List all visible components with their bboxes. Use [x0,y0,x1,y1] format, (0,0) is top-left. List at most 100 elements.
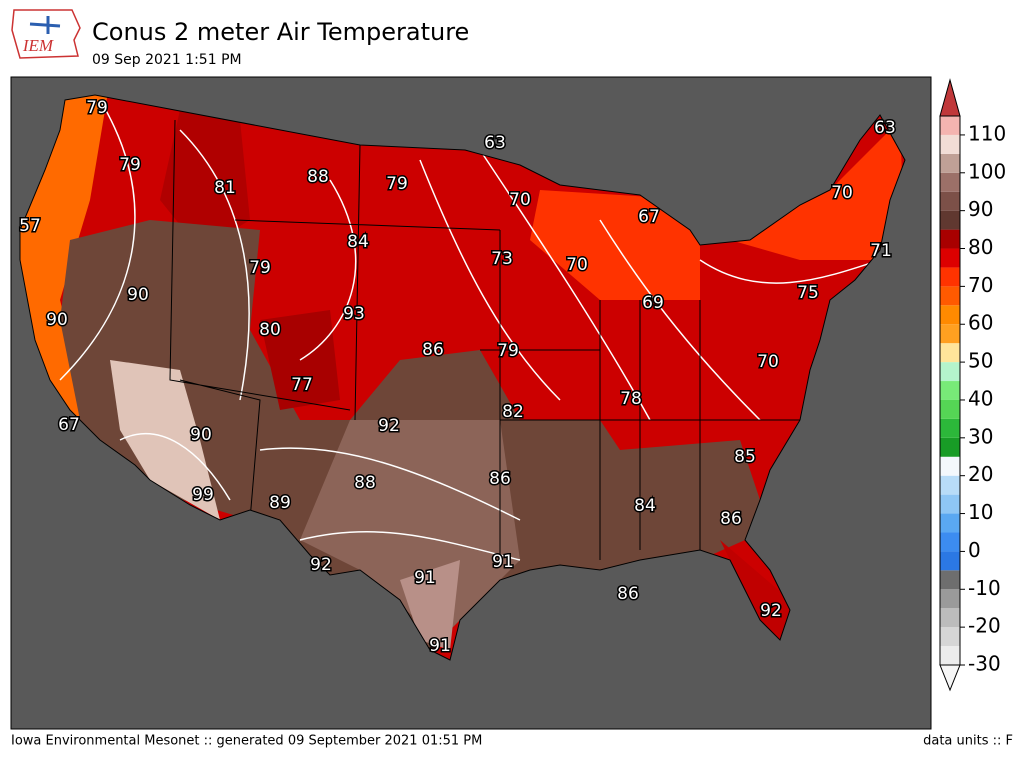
colorbar-tick-label: -20 [968,614,1001,638]
colorbar-tick-label: 60 [968,311,993,335]
subtitle: 09 Sep 2021 1:51 PM [92,52,242,68]
contour-label: 90 [127,285,149,305]
contour-label: 79 [497,341,519,361]
contour-label: 67 [638,207,660,227]
contour-label: 79 [119,155,141,175]
contour-label: 86 [422,340,444,360]
contour-label: 70 [831,183,853,203]
contour-label: 90 [190,425,212,445]
contour-label: 91 [429,636,451,656]
contour-label: 69 [642,293,664,313]
colorbar-bin [940,456,960,476]
contour-label: 90 [46,310,68,330]
colorbar-bin [940,418,960,438]
colorbar-tick-label: 90 [968,197,993,221]
colorbar-bin [940,267,960,287]
contour-label: 84 [347,232,369,252]
colorbar-bin [940,646,960,665]
contour-label: 63 [874,118,896,138]
colorbar-bin [940,324,960,344]
contour-label: 70 [757,352,779,372]
contour-label: 80 [259,320,281,340]
colorbar-bin [940,134,960,154]
colorbar-bin [940,153,960,173]
colorbar-bin [940,248,960,268]
contour-label: 85 [734,447,756,467]
title: Conus 2 meter Air Temperature [92,18,469,46]
colorbar-bin [940,551,960,571]
colorbar-tick-label: 50 [968,349,993,373]
contour-label: 92 [760,601,782,621]
colorbar-tick-label: 30 [968,424,993,448]
logo: IEM [11,9,81,59]
contour-label: 92 [378,416,400,436]
colorbar-over [939,78,961,117]
colorbar-bin [940,210,960,230]
contour-labels: 79 79 81 88 79 63 63 70 67 70 57 84 79 73 70 71 90 93 69 75… [18,97,898,658]
contour-label: 93 [343,304,365,324]
colorbar-bin [940,381,960,400]
contour-label: 91 [414,568,436,588]
contour-label: 89 [269,493,291,513]
contour-label: 78 [620,389,642,409]
contour-label: 91 [492,552,514,572]
contour-label: 70 [509,190,531,210]
colorbar-bin [940,362,960,382]
contour-label: 73 [491,249,513,269]
colorbar-tick-label: 70 [968,273,993,297]
contour-label: 77 [291,375,313,395]
colorbar-bin [940,627,960,647]
colorbar-bin [940,229,960,249]
contour-label: 67 [58,415,80,435]
contour-label: 81 [214,178,236,198]
contour-label: 71 [870,241,892,261]
colorbar-bin [940,608,960,628]
logo-text: IEM [22,36,54,55]
contour-label: 75 [797,283,819,303]
colorbar-bin [940,437,960,457]
contour-label: 88 [354,473,376,493]
colorbar-bin [940,172,960,192]
contour-label: 63 [484,133,506,153]
contour-label: 79 [386,174,408,194]
contour-label: 92 [310,555,332,575]
colorbar-tick-label: -10 [968,576,1001,600]
colorbar-tick-label: -30 [968,652,1001,676]
colorbar-bin [940,494,960,514]
colorbar-tick-label: 20 [968,462,993,486]
contour-label: 88 [307,167,329,187]
colorbar-tick-label: 80 [968,235,993,259]
colorbar-bin [940,191,960,211]
colorbar-tick-label: 10 [968,500,993,524]
footer-right: data units :: F [923,734,1013,749]
map [10,76,932,730]
colorbar-tick-label: 110 [968,121,1006,145]
colorbar-bin [940,116,960,135]
footer-left: Iowa Environmental Mesonet :: generated … [11,734,482,749]
contour-label: 79 [86,98,108,118]
colorbar-under [939,664,961,692]
colorbar-tick-label: 40 [968,386,993,410]
contour-label: 70 [566,255,588,275]
colorbar-frame [939,115,961,666]
contour-label: 82 [502,402,524,422]
colorbar-bin [940,286,960,306]
contour-label: 86 [720,509,742,529]
colorbar-tick-label: 100 [968,159,1006,183]
colorbar-bin [940,343,960,363]
colorbar-bin [940,570,960,590]
colorbar-bin [940,513,960,533]
colorbar-bin [940,589,960,609]
colorbar-bin [940,399,960,419]
contour-label: 86 [617,584,639,604]
contour-label: 86 [489,469,511,489]
colorbar-tick-label: 0 [968,538,981,562]
contour-label: 84 [634,496,656,516]
contour-label: 79 [249,258,271,278]
colorbar: -30 -20 -10 0 10 20 30 40 50 60 70 80 90 100 110 [939,78,1006,692]
colorbar-bin [940,532,960,552]
contour-label: 99 [192,485,214,505]
contour-label: 57 [19,216,41,236]
colorbar-bin [940,305,960,325]
